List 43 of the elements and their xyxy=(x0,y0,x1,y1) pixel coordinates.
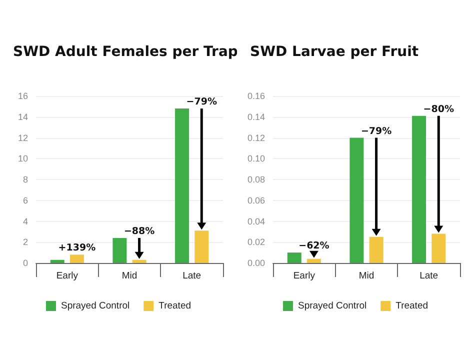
bar xyxy=(112,238,127,263)
y-tick-label: 14 xyxy=(18,112,28,122)
legend-label: Treated xyxy=(158,300,192,312)
annotation: −88% xyxy=(124,226,156,237)
y-tick-label: 0.02 xyxy=(247,237,265,248)
y-tick-label: 0.00 xyxy=(247,258,265,268)
annotation: +139% xyxy=(58,242,96,254)
y-tick-label: 0.04 xyxy=(247,216,265,226)
y-tick-label: 16 xyxy=(18,91,28,101)
y-tick-label: 0 xyxy=(22,258,28,268)
legend-label: Sprayed Control xyxy=(60,300,130,312)
chart-title: SWD Larvae per Fruit xyxy=(250,44,419,60)
y-tick-label: 0.10 xyxy=(247,154,265,164)
y-tick-label: 12 xyxy=(18,132,28,143)
legend-label: Treated xyxy=(396,300,428,312)
annotation: −62% xyxy=(298,240,330,252)
bar xyxy=(412,116,426,263)
chart-title: SWD Adult Females per Trap xyxy=(13,44,238,60)
bar xyxy=(70,254,84,263)
y-tick-label: 2 xyxy=(22,237,28,248)
y-tick-label: 6 xyxy=(22,195,28,206)
bar xyxy=(350,138,364,263)
x-tick-label: Mid xyxy=(358,270,374,282)
bar xyxy=(50,260,64,263)
annotation: −80% xyxy=(423,104,454,115)
x-tick-label: Early xyxy=(56,270,78,282)
x-tick-label: Late xyxy=(420,270,438,282)
y-tick-label: 0.08 xyxy=(247,174,265,184)
x-tick-label: Mid xyxy=(122,270,138,282)
y-tick-label: 0.12 xyxy=(247,132,265,143)
annotation: −79% xyxy=(360,126,392,137)
y-tick-label: 0.14 xyxy=(247,112,265,122)
bar xyxy=(287,252,302,263)
y-tick-label: 0.06 xyxy=(247,195,265,206)
y-tick-label: 8 xyxy=(22,174,28,184)
x-tick-label: Late xyxy=(182,270,202,282)
y-tick-label: 10 xyxy=(18,154,28,164)
legend-label: Sprayed Control xyxy=(298,300,367,312)
bar xyxy=(175,108,190,263)
y-tick-label: 4 xyxy=(22,216,28,226)
x-tick-label: Early xyxy=(293,270,316,282)
annotation: −79% xyxy=(186,96,218,108)
y-tick-label: 0.16 xyxy=(247,91,265,101)
